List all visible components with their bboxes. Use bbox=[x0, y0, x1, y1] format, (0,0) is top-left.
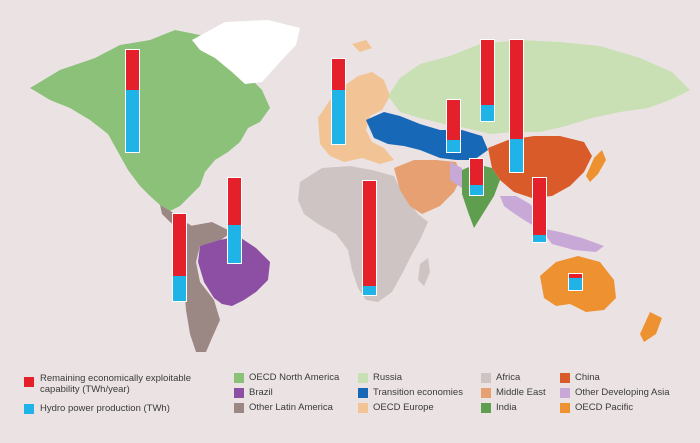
bar-production-other-latin-america bbox=[173, 276, 186, 301]
bar-production-russia bbox=[481, 105, 494, 121]
bar-production-oecd-pacific bbox=[569, 278, 582, 290]
legend-label-brazil: Brazil bbox=[249, 387, 273, 398]
region-greenland bbox=[192, 20, 300, 84]
bar-production-india bbox=[470, 185, 483, 195]
region-japan bbox=[586, 150, 606, 182]
bar-remaining-africa bbox=[363, 181, 376, 286]
legend-label-production: Hydro power production (TWh) bbox=[40, 403, 170, 414]
bar-production-africa bbox=[363, 286, 376, 295]
bar-production-oecd-europe bbox=[332, 90, 345, 144]
bar-production-brazil bbox=[228, 225, 241, 263]
region-madagascar bbox=[418, 258, 430, 286]
legend-swatch-transition-economies bbox=[358, 388, 368, 398]
legend-label-china: China bbox=[575, 372, 600, 383]
legend-label-other-latin-america: Other Latin America bbox=[249, 402, 333, 413]
bar-remaining-china bbox=[510, 40, 523, 139]
legend-swatch-other-latin-america bbox=[234, 403, 244, 413]
bar-production-transition-economies bbox=[447, 140, 460, 152]
legend-swatch-india bbox=[481, 403, 491, 413]
legend-swatch-brazil bbox=[234, 388, 244, 398]
legend-swatch-middle-east bbox=[481, 388, 491, 398]
bar-remaining-india bbox=[470, 159, 483, 185]
bar-remaining-oecd-europe bbox=[332, 59, 345, 90]
legend-swatch-remaining bbox=[24, 377, 34, 387]
legend-swatch-oecd-north-america bbox=[234, 373, 244, 383]
legend-swatch-production bbox=[24, 404, 34, 414]
region-russia bbox=[388, 40, 690, 134]
legend-swatch-china bbox=[560, 373, 570, 383]
legend-label-other-developing-asia: Other Developing Asia bbox=[575, 387, 670, 398]
region-oecd-north-america bbox=[30, 30, 270, 212]
bar-remaining-other-developing-asia bbox=[533, 178, 546, 235]
region-other-developing-asia bbox=[450, 162, 604, 252]
bar-remaining-russia bbox=[481, 40, 494, 105]
bar-remaining-oecd-pacific bbox=[569, 274, 582, 278]
legend-swatch-oecd-europe bbox=[358, 403, 368, 413]
legend-label-oecd-pacific: OECD Pacific bbox=[575, 402, 634, 413]
legend-label-russia: Russia bbox=[373, 372, 403, 383]
bar-remaining-other-latin-america bbox=[173, 214, 186, 276]
legend-label-transition-economies: Transition economies bbox=[373, 387, 463, 398]
region-brazil bbox=[198, 236, 270, 306]
region-iceland bbox=[352, 40, 372, 52]
legend-label-oecd-europe: OECD Europe bbox=[373, 402, 434, 413]
legend-swatch-russia bbox=[358, 373, 368, 383]
bar-production-oecd-north-america bbox=[126, 90, 139, 152]
legend-label-india: India bbox=[496, 402, 517, 413]
bars-layer bbox=[125, 39, 583, 302]
legend-swatch-africa bbox=[481, 373, 491, 383]
bar-remaining-transition-economies bbox=[447, 100, 460, 140]
bar-remaining-oecd-north-america bbox=[126, 50, 139, 90]
region-middle-east bbox=[394, 160, 462, 214]
region-new-zealand bbox=[640, 312, 662, 342]
legend-swatch-oecd-pacific bbox=[560, 403, 570, 413]
bar-production-other-developing-asia bbox=[533, 235, 546, 242]
legend-label-remaining: Remaining economically exploitable capab… bbox=[40, 373, 192, 395]
legend-label-oecd-north-america: OECD North America bbox=[249, 372, 340, 383]
bar-remaining-brazil bbox=[228, 178, 241, 225]
legend-label-africa: Africa bbox=[496, 372, 521, 383]
region-other-latin-america bbox=[180, 222, 232, 352]
bar-production-china bbox=[510, 139, 523, 172]
legend-label-middle-east: Middle East bbox=[496, 387, 546, 398]
legend-swatch-other-developing-asia bbox=[560, 388, 570, 398]
